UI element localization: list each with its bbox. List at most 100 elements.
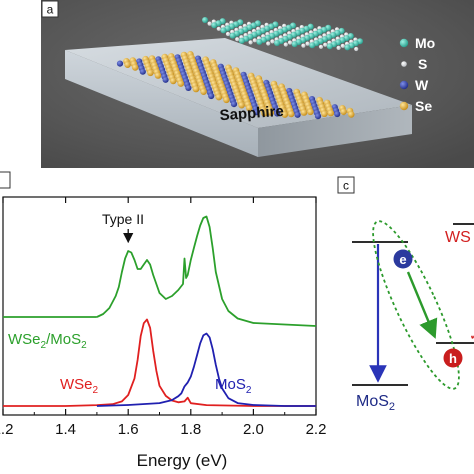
w-atom — [208, 92, 215, 100]
se-atom — [267, 109, 275, 116]
x-tick-label: 1.2 — [0, 421, 13, 438]
panel-a-label-box — [41, 0, 59, 18]
wse2-label-main: WSe — [60, 376, 93, 393]
panel-b-chart: 1.21.41.61.82.02.2 Type II WSe2/MoS2 WSe… — [0, 171, 326, 470]
panel-a: a Sapphire Mo S W Se — [41, 0, 474, 168]
x-axis-ticks: 1.2 1.4 1.6 1.8 2.0 2.2 — [0, 197, 326, 438]
se-atom — [154, 72, 162, 79]
se-atom — [223, 96, 230, 104]
se-atom — [261, 110, 268, 117]
se-atom — [177, 80, 185, 87]
atom-lattice — [116, 17, 363, 120]
se-atom — [347, 111, 355, 118]
se-atom — [321, 110, 328, 118]
heterostructure-label-part1: WSe — [8, 331, 41, 348]
series-line — [96, 332, 316, 407]
heterostructure-label-sub2: 2 — [81, 340, 87, 351]
mos2-bottom-label-sub: 2 — [389, 401, 395, 413]
series-line — [96, 215, 317, 327]
w-atom — [139, 68, 146, 75]
panel-b-label-box — [0, 171, 11, 189]
s-atom — [301, 43, 306, 48]
s-atom — [235, 37, 240, 42]
s-atom — [225, 31, 231, 37]
x-tick-label: 1.8 — [180, 421, 201, 438]
mo-atom — [211, 22, 218, 29]
mos2-bottom-label-main: MoS — [356, 393, 389, 410]
mo-atom — [229, 32, 236, 39]
s-atom — [270, 39, 275, 44]
substrate-label: Sapphire — [219, 103, 284, 124]
x-axis-label: Energy (eV) — [137, 451, 228, 470]
se-atom — [147, 69, 154, 77]
interlayer-exciton-ellipse — [372, 220, 460, 390]
annotation-type-ii: Type II — [102, 211, 144, 227]
s-atom — [318, 44, 324, 49]
w-atom — [334, 110, 341, 118]
se-atom — [307, 108, 314, 116]
spectra — [3, 215, 317, 407]
x-tick-label: 1.4 — [55, 421, 76, 438]
s-atom — [354, 46, 359, 52]
se-atom — [124, 61, 131, 68]
s-atom — [336, 45, 341, 51]
s-atom — [248, 40, 253, 45]
mos2-label-main: MoS — [215, 376, 246, 393]
w-atom — [162, 76, 169, 83]
s-atom — [216, 26, 221, 31]
legend-se-label: Se — [415, 98, 432, 114]
s-atom — [305, 41, 310, 46]
w-atom — [314, 113, 322, 120]
electron-label: e — [399, 252, 406, 267]
w-atom — [253, 109, 260, 116]
se-atom — [192, 85, 200, 93]
se-atom — [131, 64, 139, 71]
se-atom — [245, 104, 253, 112]
mo-atom — [220, 27, 227, 34]
w-atom — [230, 101, 238, 108]
x-tick-label: 1.6 — [118, 421, 139, 438]
hole-label: h — [449, 351, 457, 366]
s-atom — [252, 38, 257, 43]
mo-atom — [238, 37, 245, 44]
legend-mo-swatch — [399, 38, 409, 48]
panel-c-label-box — [337, 176, 355, 194]
legend-w-swatch — [399, 80, 409, 90]
panel-c-band-diagram: c e h ✓ WS MoS2 — [337, 176, 474, 413]
sapphire-front-face — [65, 50, 258, 157]
mo-atom — [291, 41, 298, 48]
se-atom — [200, 88, 207, 95]
s-atom — [283, 42, 288, 47]
w-atom — [116, 60, 124, 67]
se-atom — [215, 93, 223, 101]
panel-a-label: a — [47, 3, 54, 17]
w-atom — [274, 110, 281, 117]
legend-se-swatch — [399, 101, 409, 111]
electron-icon — [393, 249, 413, 269]
series-line — [3, 318, 316, 407]
se-atom — [327, 109, 335, 117]
mos2-label-sub: 2 — [246, 385, 252, 396]
se-atom — [281, 111, 289, 118]
interlayer-transition-arrow — [406, 271, 438, 339]
s-atom — [323, 42, 328, 47]
heterostructure-label-part2: /MoS — [46, 331, 81, 348]
mos2-bottom-label: MoS2 — [356, 393, 395, 413]
mo-atom — [256, 38, 263, 45]
wse2-label-sub: 2 — [93, 385, 99, 396]
se-atom — [238, 101, 245, 109]
s-atom — [266, 41, 271, 46]
series-label-wse2: WSe2 — [60, 376, 99, 396]
series-label-mos2: MoS2 — [215, 376, 252, 396]
legend-s-label: S — [418, 56, 427, 72]
se-atom — [169, 77, 177, 85]
x-tick-label: 2.2 — [306, 421, 327, 438]
s-atom — [340, 43, 345, 48]
se-atom — [340, 108, 347, 115]
heterostructure-label-sub1: 2 — [41, 340, 47, 351]
mo-atom — [274, 40, 280, 46]
hole-icon — [443, 348, 463, 368]
panel-c-label: c — [343, 179, 349, 193]
legend-mo-label: Mo — [415, 35, 435, 51]
s-atom — [207, 21, 212, 26]
